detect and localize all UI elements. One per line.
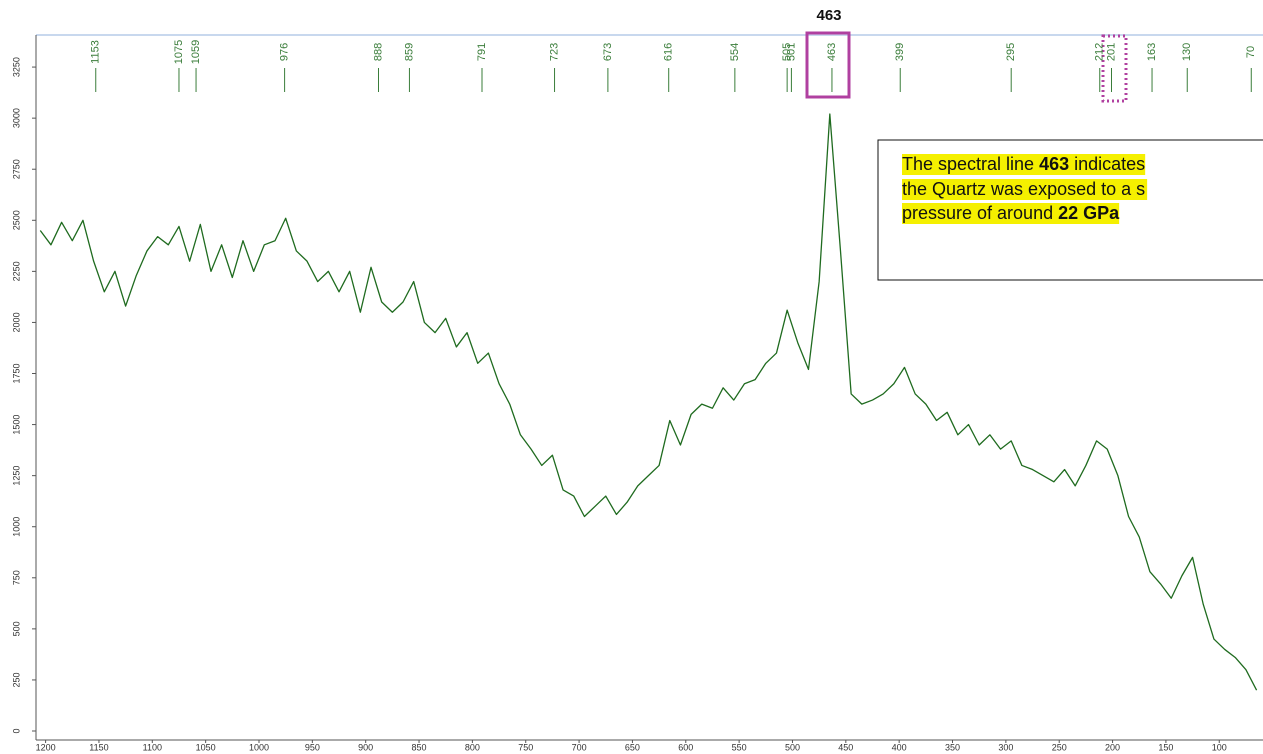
y-tick-label: 500	[11, 621, 21, 636]
peak-label: 163	[1146, 43, 1158, 61]
peak-label: 791	[476, 43, 488, 61]
x-tick-label: 150	[1158, 742, 1173, 752]
note-line: The spectral line 463 indicates	[902, 154, 1145, 174]
y-tick-label: 2500	[11, 210, 21, 230]
x-tick-label: 1100	[143, 742, 162, 752]
peak-label: 212	[1094, 43, 1106, 61]
x-tick-label: 100	[1212, 742, 1227, 752]
y-tick-label: 2000	[11, 312, 21, 332]
highlight-box	[805, 31, 851, 99]
text-highlight	[902, 203, 1120, 224]
note-segment: indicates	[1074, 154, 1145, 174]
text-highlight	[902, 154, 1146, 175]
y-tick-label: 750	[11, 570, 21, 585]
y-tick-label: 1000	[11, 517, 21, 537]
y-tick-label: 2750	[11, 159, 21, 179]
peak-label: 463	[826, 43, 838, 61]
y-tick-label: 1750	[11, 363, 21, 383]
note-text: The spectral line 463 indicates the Quartz …	[902, 154, 1148, 224]
y-tick-label: 1500	[11, 415, 21, 435]
x-tick-label: 300	[998, 742, 1013, 752]
x-tick-label: 800	[465, 742, 480, 752]
x-tick-label: 1150	[89, 742, 108, 752]
x-tick-label: 1000	[249, 742, 269, 752]
note-segment: The spectral line	[902, 154, 1034, 174]
text-highlight	[902, 179, 1148, 200]
x-tick-label: 500	[785, 742, 800, 752]
x-tick-label: 900	[358, 742, 373, 752]
peak-label: 723	[548, 43, 560, 61]
x-tick-label: 200	[1105, 742, 1120, 752]
plot: 0 250 500 750 1000 1250 1500 1750 2000 2250 2500 27…	[11, 40, 1258, 752]
x-tick-label: 350	[945, 742, 960, 752]
peak-label: 976	[279, 43, 291, 61]
peak-label: 130	[1181, 43, 1193, 61]
peak-label: 859	[403, 43, 415, 61]
note-line: the Quartz was exposed to a s	[902, 179, 1145, 199]
y-tick-label: 2250	[11, 261, 21, 281]
highlight-label: 463	[816, 7, 841, 24]
peak-label: 1059	[190, 40, 202, 64]
peak-label: 70	[1245, 46, 1257, 58]
x-tick-label: 550	[732, 742, 747, 752]
peak-label: 616	[663, 43, 675, 61]
peak-label: 501	[785, 43, 797, 61]
note-segment: pressure of around	[902, 203, 1053, 223]
x-tick-label: 600	[678, 742, 693, 752]
x-tick-label: 450	[838, 742, 853, 752]
peak-label: 1153	[90, 40, 102, 64]
peak-label: 505	[781, 43, 793, 61]
note-segment: 463	[1039, 154, 1069, 174]
peak-label: 673	[602, 43, 614, 61]
peak-label: 888	[372, 43, 384, 61]
peak-label: 295	[1005, 43, 1017, 61]
note-line: pressure of around 22 GPa	[902, 203, 1120, 223]
note-segment: 22	[1058, 203, 1078, 223]
y-tick-label: 250	[11, 672, 21, 687]
note-segment: GPa	[1083, 203, 1120, 223]
x-tick-label: 950	[305, 742, 320, 752]
x-tick-label: 400	[892, 742, 907, 752]
peak-label: 1075	[173, 40, 185, 64]
y-tick-label: 0	[11, 729, 21, 734]
x-tick-label: 1200	[36, 742, 56, 752]
x-tick-label: 650	[625, 742, 640, 752]
x-tick-label: 750	[518, 742, 533, 752]
y-tick-label: 3000	[11, 108, 21, 128]
peak-label: 201	[1105, 43, 1117, 61]
x-tick-label: 850	[412, 742, 427, 752]
y-tick-label: 3250	[11, 57, 21, 77]
y-tick-label: 1250	[11, 466, 21, 486]
x-tick-label: 700	[572, 742, 587, 752]
peak-label: 399	[894, 43, 906, 61]
peak-label: 554	[729, 43, 741, 61]
x-tick-label: 250	[1052, 742, 1067, 752]
dotted-highlight-box	[1101, 34, 1128, 103]
spectrum-line	[39, 113, 1258, 691]
note-segment: the Quartz was exposed to a s	[902, 179, 1145, 199]
x-tick-label: 1050	[196, 742, 216, 752]
